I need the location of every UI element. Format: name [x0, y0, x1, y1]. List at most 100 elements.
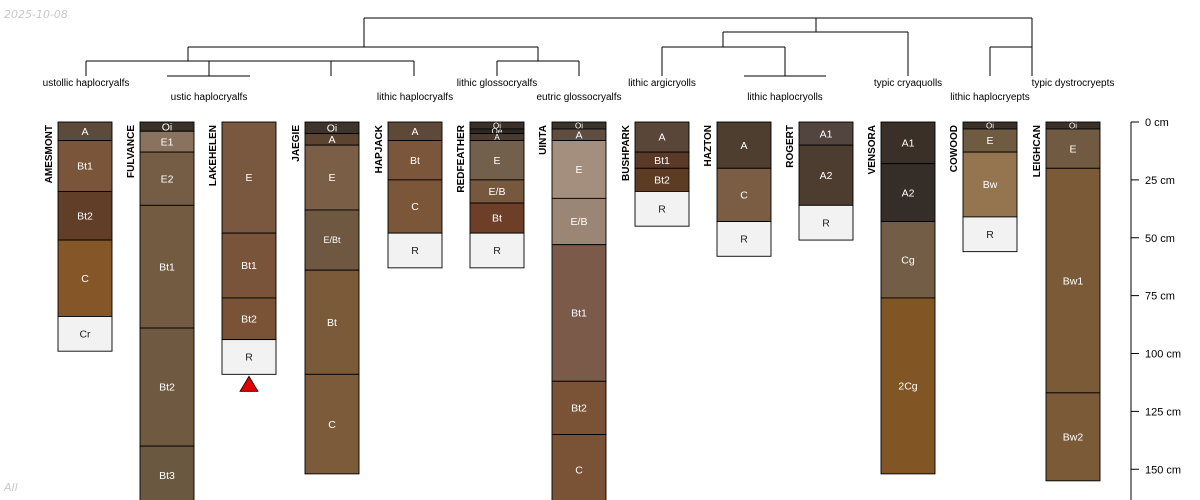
horizon-label: A [81, 126, 88, 138]
horizon-label: Bt1 [241, 260, 257, 272]
horizon-label: R [658, 203, 666, 215]
profile-name: JAEGIE [291, 125, 302, 162]
depth-tick-label: 125 cm [1145, 406, 1181, 418]
truncation-marker-icon [239, 375, 259, 392]
horizon-bw [962, 151, 1018, 218]
horizon-label: Oi [986, 121, 994, 130]
horizon-label: A2 [902, 187, 915, 199]
profile-hazton: A C R HAZTON [703, 121, 772, 257]
taxon-label: lithic haplocryalfs [377, 92, 453, 103]
taxon-label: typic cryaquolls [874, 78, 942, 89]
horizon-label: E [986, 135, 993, 147]
horizon-label: E/B [571, 216, 588, 228]
profile-name: LAKEHELEN [208, 125, 219, 186]
horizon-bt1 [221, 232, 277, 299]
horizon-label: A [658, 132, 665, 144]
profile-name: VENSORA [867, 125, 878, 174]
depth-tick-label: 0 cm [1145, 117, 1169, 129]
horizon-cg [880, 221, 936, 299]
horizon-bt1 [139, 204, 195, 329]
profile-columns: A Bt1 Bt2 C Cr AMESMONT Oi E1 E2 Bt1 Bt2 Bt3 FULVANC… [44, 121, 1101, 500]
horizon-c [57, 239, 113, 317]
horizon-bt2 [139, 327, 195, 447]
horizon-c [716, 167, 772, 222]
taxon-label: eutric glossocryalfs [536, 92, 621, 103]
dendrogram [85, 17, 1033, 77]
horizon-label: E [1069, 143, 1076, 155]
horizon-label: A1 [820, 128, 833, 140]
horizon-label: E1 [161, 136, 174, 148]
profile-name: BUSHPARK [621, 124, 632, 181]
horizon-label: 2Cg [898, 381, 917, 393]
horizon-bt2 [551, 380, 607, 435]
horizon-label: E [328, 172, 335, 184]
horizon-bt [387, 140, 443, 181]
profile-jaegie: OiA E E/Bt Bt C JAEGIE [291, 121, 360, 475]
horizon-label: Bw1 [1063, 275, 1084, 287]
horizon-bt3 [139, 445, 195, 500]
profile-name: HAPJACK [374, 124, 385, 173]
horizon-a1 [880, 121, 936, 165]
horizon-label: A [494, 133, 500, 142]
horizon-e [551, 140, 607, 199]
horizon-bt1 [551, 244, 607, 382]
horizon-label: Bt1 [571, 308, 587, 320]
horizon-label: Bt1 [654, 155, 670, 167]
horizon-label: A [575, 129, 582, 141]
profile-vensora: A1 A2 Cg 2Cg VENSORA [867, 121, 936, 475]
horizon-label: Bt [327, 317, 337, 329]
horizon-r [469, 232, 525, 269]
horizon-c [387, 179, 443, 234]
horizon-label: Oi [1069, 121, 1077, 130]
horizon-label: R [493, 245, 501, 257]
horizon-label: Oi [327, 122, 338, 134]
horizon-label: Bw [983, 179, 998, 191]
profile-hapjack: A Bt C R HAPJACK [374, 121, 443, 269]
profile-bushpark: A Bt1 Bt2 R BUSHPARK [621, 121, 690, 227]
horizon-label: C [575, 464, 583, 476]
profile-name: LEIGHCAN [1032, 125, 1043, 177]
horizon-label: C [328, 419, 336, 431]
horizon-label: Cg [901, 254, 915, 266]
profile-name: UINTA [538, 125, 549, 155]
horizon-label: A [411, 126, 418, 138]
profile-name: ROGERT [785, 125, 796, 168]
horizon-label: Bw2 [1063, 432, 1084, 444]
horizon-r [716, 221, 772, 257]
horizon-label: E/Bt [323, 235, 341, 245]
profile-amesmont: A Bt1 Bt2 C Cr AMESMONT [44, 121, 113, 352]
subset-label: All [4, 481, 18, 494]
horizon-label: R [986, 229, 994, 241]
horizon-c [551, 434, 607, 500]
horizon-e-b [551, 197, 607, 246]
horizon-a [634, 121, 690, 153]
horizon-label: Cr [79, 328, 91, 340]
horizon-e-bt [304, 209, 360, 271]
taxon-labels: ustollic haplocryalfs ustic haplocryalfs l… [43, 78, 1115, 103]
taxon-label: typic dystrocryepts [1032, 78, 1115, 89]
depth-tick-label: 25 cm [1145, 175, 1175, 187]
depth-tick-label: 100 cm [1145, 349, 1181, 361]
horizon-r [221, 339, 277, 375]
horizon-label: R [822, 217, 830, 229]
horizon-label: A1 [902, 138, 915, 150]
horizon-r [387, 232, 443, 269]
horizon-label: Bt1 [159, 261, 175, 273]
horizon-bt1 [57, 140, 113, 192]
horizon-c [304, 373, 360, 475]
profile-uinta: OiA E E/B Bt1 Bt2 C UINTA [538, 121, 607, 500]
horizon-e [221, 121, 277, 234]
profile-name: REDFEATHER [456, 124, 467, 192]
horizon-cr [57, 316, 113, 352]
taxon-label: lithic haplocryepts [950, 92, 1029, 103]
horizon-bt2 [221, 297, 277, 341]
horizon-label: R [245, 352, 253, 364]
horizon-label: R [740, 234, 748, 246]
horizon-label: A2 [820, 170, 833, 182]
horizon-e [469, 140, 525, 181]
horizon-label: Oi [493, 121, 501, 130]
horizon-label: Bt2 [571, 403, 587, 415]
profile-rogert: A1 A2 R ROGERT [785, 121, 854, 241]
horizon-e [304, 144, 360, 211]
